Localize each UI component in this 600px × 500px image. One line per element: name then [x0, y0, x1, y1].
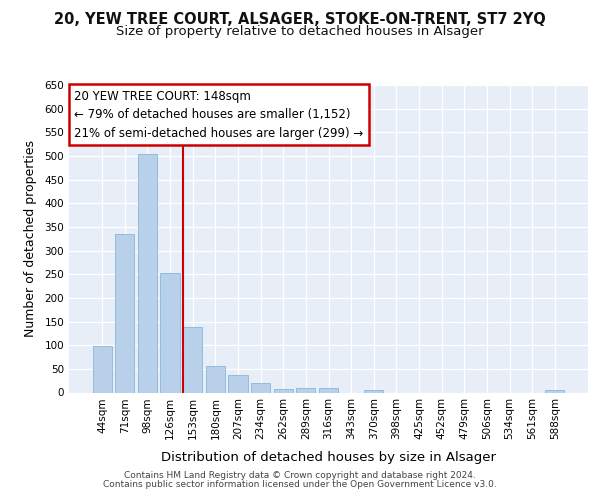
Bar: [364, 390, 383, 392]
Text: Contains HM Land Registry data © Crown copyright and database right 2024.: Contains HM Land Registry data © Crown c…: [124, 471, 476, 480]
Bar: [251, 383, 270, 392]
Bar: [229, 374, 248, 392]
Y-axis label: Number of detached properties: Number of detached properties: [25, 140, 37, 337]
Bar: [160, 273, 180, 392]
Bar: [138, 154, 157, 392]
Bar: [274, 388, 293, 392]
Bar: [296, 388, 316, 392]
Bar: [115, 234, 134, 392]
Text: Contains public sector information licensed under the Open Government Licence v3: Contains public sector information licen…: [103, 480, 497, 489]
Text: 20, YEW TREE COURT, ALSAGER, STOKE-ON-TRENT, ST7 2YQ: 20, YEW TREE COURT, ALSAGER, STOKE-ON-TR…: [54, 12, 546, 28]
Bar: [92, 346, 112, 393]
Bar: [545, 390, 565, 392]
X-axis label: Distribution of detached houses by size in Alsager: Distribution of detached houses by size …: [161, 450, 496, 464]
Bar: [206, 366, 225, 392]
Text: 20 YEW TREE COURT: 148sqm
← 79% of detached houses are smaller (1,152)
21% of se: 20 YEW TREE COURT: 148sqm ← 79% of detac…: [74, 90, 364, 140]
Text: Size of property relative to detached houses in Alsager: Size of property relative to detached ho…: [116, 25, 484, 38]
Bar: [319, 388, 338, 392]
Bar: [183, 327, 202, 392]
